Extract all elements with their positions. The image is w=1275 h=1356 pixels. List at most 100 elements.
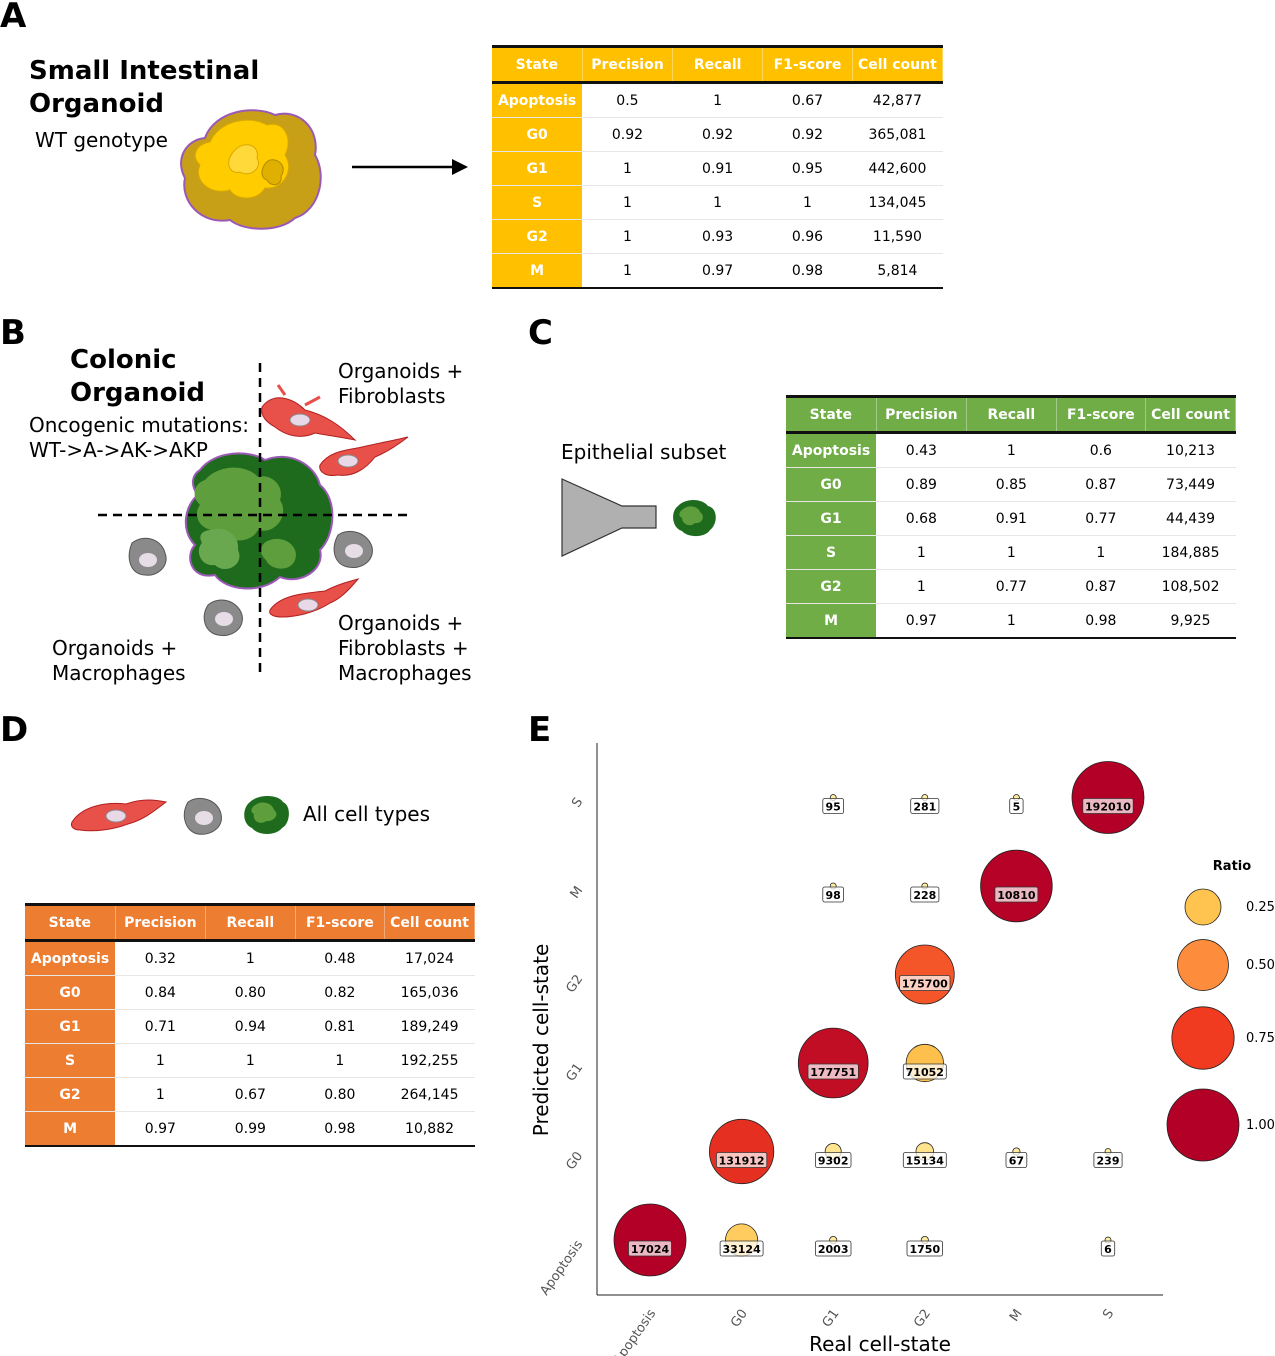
state-cell: G2 — [25, 1077, 116, 1112]
bubble-circle — [894, 944, 955, 1005]
table-row: M 0.97 0.99 0.98 10,882 — [25, 1111, 475, 1147]
table-cell: 44,439 — [1145, 501, 1236, 536]
table-cell: 0.97 — [876, 603, 967, 639]
table-cell: 1 — [762, 185, 853, 220]
panel-letter-a: A — [0, 0, 27, 36]
quadrant-br-line2: Fibroblasts + — [338, 636, 469, 660]
table-cell: 0.92 — [762, 117, 853, 152]
y-tick-label: M — [568, 884, 587, 902]
column-header: Recall — [205, 904, 296, 942]
panel-letter-c: C — [528, 313, 553, 353]
table-cell: 0.84 — [115, 975, 206, 1010]
table-cell: 1 — [966, 535, 1057, 570]
state-cell: G2 — [492, 219, 583, 254]
count-label-box — [1100, 1240, 1116, 1257]
state-cell: Apoptosis — [492, 82, 583, 118]
table-cell: 0.48 — [295, 940, 385, 976]
table-cell: 0.87 — [1056, 569, 1146, 604]
table-cell: 0.98 — [762, 253, 853, 289]
fibroblast-icon — [269, 577, 360, 618]
table-cell: 0.80 — [205, 975, 296, 1010]
table-cell: 1 — [672, 185, 763, 220]
legend-label: 0.25 — [1246, 900, 1275, 915]
count-label: 71052 — [906, 1066, 944, 1079]
small-organoid-icon — [673, 500, 716, 537]
table-cell: 264,145 — [384, 1077, 475, 1112]
table-cell: 442,600 — [852, 151, 943, 186]
ratio-legend: 0.25 0.50 0.75 1.00 — [1166, 888, 1275, 1162]
bubble-circle — [1071, 761, 1145, 834]
count-label-box — [910, 798, 940, 814]
fibroblast-icon — [261, 384, 357, 441]
bubble-point: 17024 — [613, 1203, 687, 1277]
table-cell: 0.80 — [295, 1077, 385, 1112]
table-row: G0 0.89 0.85 0.87 73,449 — [786, 467, 1236, 502]
table-header-row: State Precision Recall F1-score Cell count — [786, 396, 1236, 434]
table-row: G1 0.71 0.94 0.81 189,249 — [25, 1009, 475, 1044]
fibroblast-icon — [71, 799, 168, 832]
column-header: State — [25, 904, 116, 942]
bubble-circle — [613, 1203, 687, 1277]
count-label: 9302 — [818, 1155, 849, 1168]
table-cell: 1 — [582, 185, 673, 220]
table-cell: 0.67 — [205, 1077, 296, 1112]
count-label-box — [1005, 1152, 1028, 1168]
count-label: 1750 — [909, 1243, 940, 1256]
table-cell: 1 — [295, 1043, 385, 1078]
count-label: 281 — [913, 801, 936, 814]
column-header: Recall — [966, 396, 1057, 434]
x-axis-label: Real cell-state — [809, 1332, 951, 1356]
quadrant-bottom-right-label: Organoids + Fibroblasts + Macrophages — [338, 611, 472, 686]
column-header: F1-score — [295, 904, 386, 942]
state-cell: G0 — [492, 117, 583, 152]
count-label: 131912 — [719, 1155, 765, 1168]
table-cell: 1 — [205, 1043, 296, 1078]
count-label: 17024 — [631, 1243, 670, 1256]
table-cell: 0.5 — [582, 82, 673, 118]
x-tick-label: S — [1100, 1307, 1117, 1322]
arrow-a — [352, 159, 468, 175]
column-header: State — [786, 396, 877, 434]
state-cell: G0 — [25, 975, 116, 1010]
table-cell: 17,024 — [384, 940, 475, 976]
count-label-box — [1009, 798, 1024, 814]
bubble-point: 33124 — [719, 1223, 764, 1257]
funnel-icon — [561, 478, 657, 557]
table-cell: 0.95 — [762, 151, 853, 186]
count-label-box — [814, 1152, 852, 1168]
table-cell: 73,449 — [1145, 467, 1236, 502]
legend-label: 0.50 — [1246, 958, 1275, 973]
table-row: Apoptosis 0.43 1 0.6 10,213 — [786, 432, 1236, 468]
table-cell: 0.92 — [582, 117, 673, 152]
bubble-point: 10810 — [980, 849, 1053, 923]
state-cell: G2 — [786, 569, 877, 604]
table-row: M 0.97 1 0.98 9,925 — [786, 603, 1236, 639]
macrophage-icon — [333, 531, 373, 569]
bubble-point: 175700 — [894, 944, 955, 1005]
table-cell: 0.87 — [1056, 467, 1146, 502]
panel-b-title-line2: Organoid — [70, 378, 205, 408]
table-cell: 42,877 — [852, 82, 943, 118]
table-cell: 108,502 — [1145, 569, 1236, 604]
count-label: 2003 — [818, 1243, 849, 1256]
count-label: 6 — [1104, 1243, 1112, 1256]
count-label-box — [906, 1240, 943, 1257]
table-cell: 0.68 — [876, 501, 967, 536]
table-row: G1 1 0.91 0.95 442,600 — [492, 151, 943, 186]
table-row: G2 1 0.67 0.80 264,145 — [25, 1077, 475, 1112]
table-row: S 1 1 1 184,885 — [786, 535, 1236, 570]
count-label-box — [902, 1063, 947, 1080]
quadrant-top-right-label: Organoids + Fibroblasts — [338, 359, 463, 409]
table-cell: 1 — [876, 569, 967, 604]
bubble-point: 281 — [910, 794, 940, 814]
panel-letter-e: E — [528, 710, 552, 750]
table-cell: 0.91 — [966, 501, 1057, 536]
bubble-point: 95 — [822, 794, 844, 814]
bubble-point: 192010 — [1071, 761, 1145, 834]
count-label: 33124 — [722, 1243, 761, 1256]
count-label-box — [715, 1152, 768, 1168]
bubble-point: 5 — [1009, 794, 1024, 814]
table-cell: 365,081 — [852, 117, 943, 152]
quadrant-bl-line2: Macrophages — [52, 661, 186, 685]
panel-c-metrics-table: State Precision Recall F1-score Cell count A… — [786, 395, 1236, 639]
